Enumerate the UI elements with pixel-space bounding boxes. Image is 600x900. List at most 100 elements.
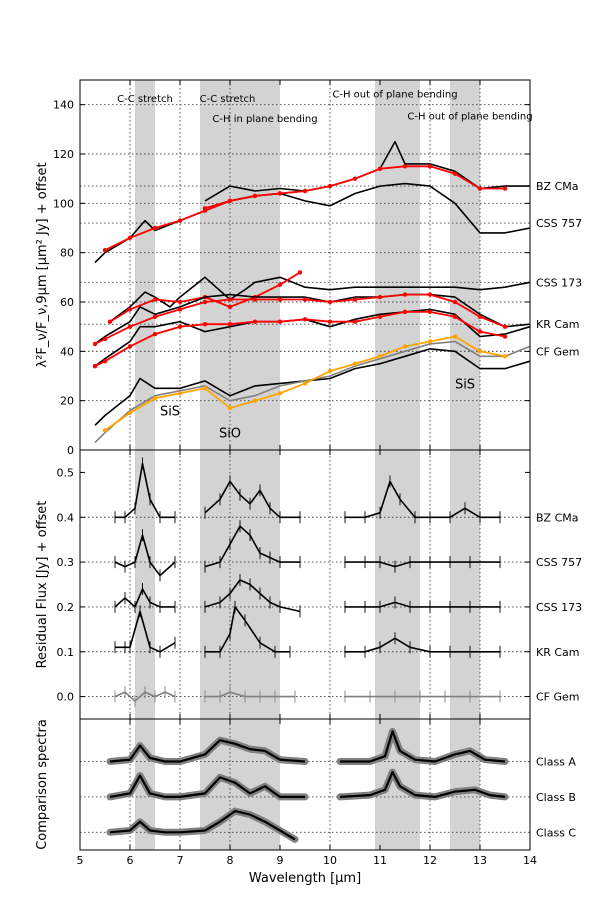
series-point-top-7-8 [277, 297, 283, 302]
shaded-band-3 [450, 80, 480, 850]
xtick-label-4: 9 [277, 854, 284, 867]
series-point-top-5-1 [127, 307, 133, 312]
series-point-top-9-12 [377, 314, 383, 319]
series-point-top-12-10 [352, 361, 358, 366]
series-label-middle-1: CSS 757 [536, 556, 582, 569]
ytick-label-top-4: 80 [60, 247, 74, 260]
series-point-top-12-9 [327, 368, 333, 374]
series-line-top-7-0 [94, 293, 506, 345]
annotation-4: C-H out of plane bending [407, 111, 532, 122]
dotted-vertical-lines [129, 80, 481, 850]
series-point-top-12-14 [452, 334, 458, 339]
series-point-top-7-1 [102, 336, 108, 342]
ytick-label-middle-5: 0.5 [57, 466, 75, 479]
annotation-2: C-H in plane bending [212, 114, 317, 125]
series-label-bottom-1: Class B [536, 791, 576, 804]
annotation-7: SiS [455, 377, 475, 392]
series-point-top-7-4 [177, 307, 183, 312]
series-point-top-12-6 [252, 398, 258, 403]
series-point-top-3-6 [252, 193, 258, 199]
series-point-top-5-8 [297, 270, 303, 275]
series-point-top-7-0 [92, 341, 98, 347]
series-point-top-12-5 [227, 405, 233, 411]
xtick-label-8: 13 [473, 854, 487, 867]
axis-ticks [79, 80, 531, 850]
ytick-label-middle-2: 0.2 [57, 601, 75, 614]
series-line-bottom-0-1 [340, 730, 506, 763]
xtick-label-3: 8 [227, 854, 234, 867]
series-point-top-5-7 [277, 282, 283, 287]
ytick-label-middle-1: 0.1 [57, 646, 75, 659]
series-point-top-3-4 [202, 208, 208, 213]
series-label-top-2: CSS 757 [536, 217, 582, 230]
series-point-top-3-3 [177, 218, 183, 223]
series-point-top-12-3 [177, 391, 183, 396]
series-label-middle-2: CSS 173 [536, 601, 582, 614]
ytick-label-top-6: 120 [53, 148, 74, 161]
series-point-top-7-7 [252, 297, 258, 302]
series-point-top-12-8 [302, 381, 308, 386]
series-point-top-7-11 [352, 297, 358, 302]
series-point-top-7-9 [302, 297, 308, 302]
series-point-top-9-4 [177, 324, 183, 329]
xtick-label-2: 7 [177, 854, 184, 867]
series-line-top-9-0 [94, 311, 506, 367]
ylabel-bottom: Comparison spectra [35, 719, 50, 850]
series-point-top-3-1 [127, 235, 133, 241]
ytick-label-top-1: 20 [60, 395, 74, 408]
series-point-top-12-13 [427, 339, 433, 344]
annotation-6: SiO [219, 427, 241, 442]
series-point-top-9-9 [302, 317, 308, 322]
series-point-top-12-16 [502, 354, 508, 359]
series-point-top-12-4 [202, 386, 208, 391]
panel-frames [79, 79, 531, 851]
ylabel-top: λ²F_ν/F_ν,9μm [μm² Jy] + offset [35, 162, 50, 367]
series-line-bottom-1-1 [339, 771, 506, 798]
xlabel: Wavelength [μm] [249, 871, 361, 886]
xtick-label-5: 10 [323, 854, 337, 867]
series-point-top-5-0 [107, 319, 113, 324]
series-point-top-7-14 [427, 292, 433, 297]
series-point-top-9-11 [352, 319, 358, 324]
series-point-top-7-17 [502, 324, 508, 329]
series-label-top-0: BZ CMa [536, 180, 579, 193]
ytick-label-middle-0: 0.0 [57, 691, 75, 704]
series-point-top-7-6 [227, 297, 233, 302]
ytick-label-top-2: 40 [60, 345, 74, 358]
ytick-label-middle-4: 0.4 [57, 511, 75, 524]
series-line-bottom-0-0 [109, 739, 306, 763]
xtick-label-6: 11 [373, 854, 387, 867]
series-point-top-12-1 [127, 410, 133, 416]
series-point-top-1-12 [502, 186, 508, 191]
xtick-label-9: 14 [523, 854, 537, 867]
series-point-top-3-7 [277, 191, 283, 196]
series-point-top-9-16 [477, 329, 483, 334]
series-line-top-2-0 [94, 182, 531, 264]
series-line-bottom-1-0 [109, 774, 305, 798]
xtick-label-1: 6 [127, 854, 134, 867]
series-point-top-3-0 [102, 248, 108, 253]
series-point-top-3-8 [302, 188, 308, 194]
series-point-top-7-3 [152, 314, 158, 319]
frame-bottom [79, 718, 531, 851]
series-line-top-6-0 [94, 293, 531, 345]
series-point-top-9-6 [227, 322, 233, 327]
shaded-band-2 [375, 80, 420, 850]
xtick-label-0: 5 [77, 854, 84, 867]
series-point-top-12-12 [402, 344, 408, 349]
annotation-0: C-C stretch [117, 94, 173, 105]
series-point-top-9-7 [252, 319, 258, 324]
series-point-top-12-7 [277, 391, 283, 396]
ylabel-middle: Residual Flux [Jy] + offset [35, 501, 50, 669]
series-label-top-6: KR Cam [536, 318, 580, 331]
series-point-top-1-6 [352, 176, 358, 181]
series-label-top-8: CF Gem [536, 345, 580, 358]
series-point-top-1-5 [327, 183, 333, 189]
series-point-top-1-9 [427, 164, 433, 169]
series-point-top-9-1 [102, 359, 108, 364]
ytick-label-top-3: 60 [60, 296, 74, 309]
annotation-3: C-H out of plane bending [332, 89, 457, 100]
text-labels: BZ CMa CSS 757 CSS 173 KR Cam CF Gem 0 20 40 60 8… [35, 89, 582, 886]
series-point-top-9-2 [127, 344, 133, 349]
